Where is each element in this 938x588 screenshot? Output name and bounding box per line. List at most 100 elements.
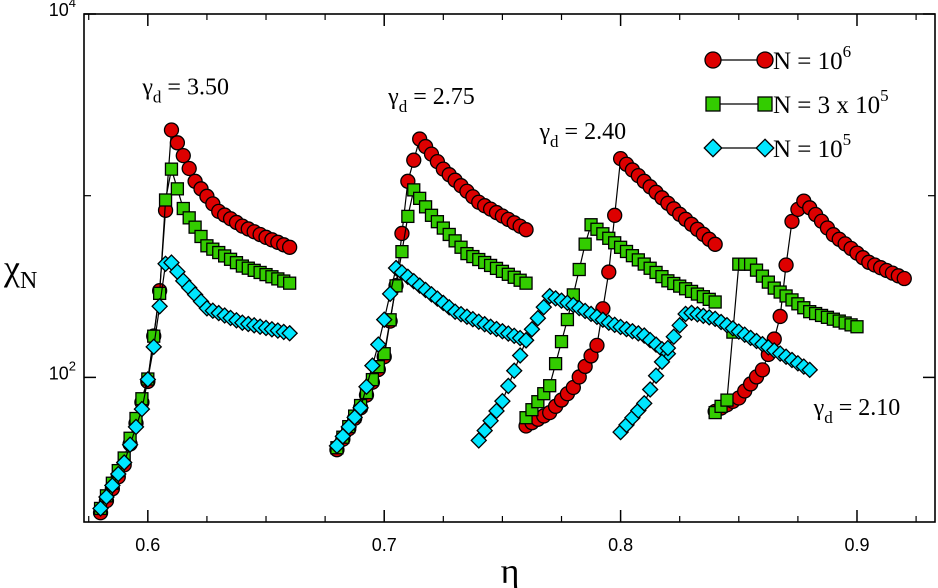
data-point [754,362,771,378]
y-axis-title: χN [3,248,37,294]
data-point [152,286,167,301]
data-point [358,378,375,396]
data-point [175,147,191,164]
data-point [578,237,592,251]
series-layer [92,122,912,521]
data-point [505,362,523,380]
data-point [381,285,399,303]
legend-label-exponent: 5 [843,130,852,149]
data-point [543,379,557,393]
data-point [406,152,422,168]
data-point [720,393,734,407]
data-point [369,336,387,353]
data-point [707,236,723,252]
data-point [127,418,145,436]
data-point [121,436,139,454]
data-point [518,222,534,238]
data-point [499,377,517,395]
gamma-subscript: d [550,132,559,151]
data-point [282,239,298,255]
data-point [109,465,127,483]
series-diamond [92,254,819,517]
data-point [283,276,297,290]
data-point [151,297,169,315]
gamma-value: = 2.40 [559,119,627,145]
gamma-subscript: d [153,88,162,107]
data-point [493,392,511,410]
data-point [133,400,151,418]
data-point [653,353,671,371]
data-point [601,264,617,280]
data-point [572,262,586,277]
x-axis-title: η [501,551,520,588]
data-point [98,488,115,506]
data-point [511,347,529,364]
gamma-annotation: γd = 2.10 [813,395,901,427]
legend-label-exponent: 5 [880,86,889,105]
y-tick-label-exponent: 2 [69,358,76,373]
data-point [519,276,533,290]
gamma-value: = 3.50 [161,75,229,101]
gamma-symbol: γ [538,119,550,145]
gamma-symbol: γ [813,395,825,421]
series-circle [92,122,912,521]
data-point [139,371,157,388]
data-point [607,207,623,223]
legend-marker [757,96,773,112]
data-point [778,257,794,273]
data-point [395,245,409,259]
gamma-annotation: γd = 2.75 [387,84,475,116]
data-point [523,320,541,338]
data-point [635,394,653,412]
data-point [92,500,109,517]
gamma-annotation: γd = 2.40 [538,119,626,151]
data-point [377,347,391,361]
legend-label: N = 105 [773,130,851,163]
legend-marker [705,96,721,112]
y-tick-label-base: 10 [49,363,69,383]
legend-label-text: N = 10 [773,48,843,75]
data-point [158,193,173,207]
y-axis-title-main: χ [3,248,20,288]
data-point [554,334,569,349]
data-point [665,328,683,346]
gamma-annotation: γd = 3.50 [141,75,229,107]
data-point [145,338,163,356]
gamma-symbol: γ [387,84,399,110]
legend-marker [756,51,774,69]
legend-marker [703,138,723,158]
data-point [363,357,381,375]
legend-label: N = 106 [773,42,851,75]
data-point [896,270,912,287]
data-point [352,399,369,417]
data-point [163,122,180,138]
x-tick-label: 0.7 [372,535,397,555]
data-point [181,160,197,177]
data-point [164,162,179,176]
data-point [659,339,677,357]
y-tick-label-exponent: 4 [69,0,76,10]
x-tick-label: 0.9 [844,535,869,555]
data-point [170,182,185,196]
data-point [169,135,186,151]
legend-label-exponent: 6 [843,42,852,61]
legend-marker [704,51,722,69]
data-point [375,311,393,329]
data-point [394,225,410,242]
data-point [641,381,659,398]
gamma-subscript: d [399,97,408,116]
data-point [801,361,819,379]
y-tick-label: 102 [49,358,76,383]
data-point [784,213,800,230]
data-point [115,454,133,471]
y-tick-label: 104 [49,0,76,20]
data-point [535,298,553,316]
data-point [529,309,547,327]
gamma-value: = 2.75 [407,84,475,110]
gamma-value: = 2.10 [833,395,901,421]
data-point [589,337,605,354]
legend-label-text: N = 3 x 10 [773,92,880,119]
